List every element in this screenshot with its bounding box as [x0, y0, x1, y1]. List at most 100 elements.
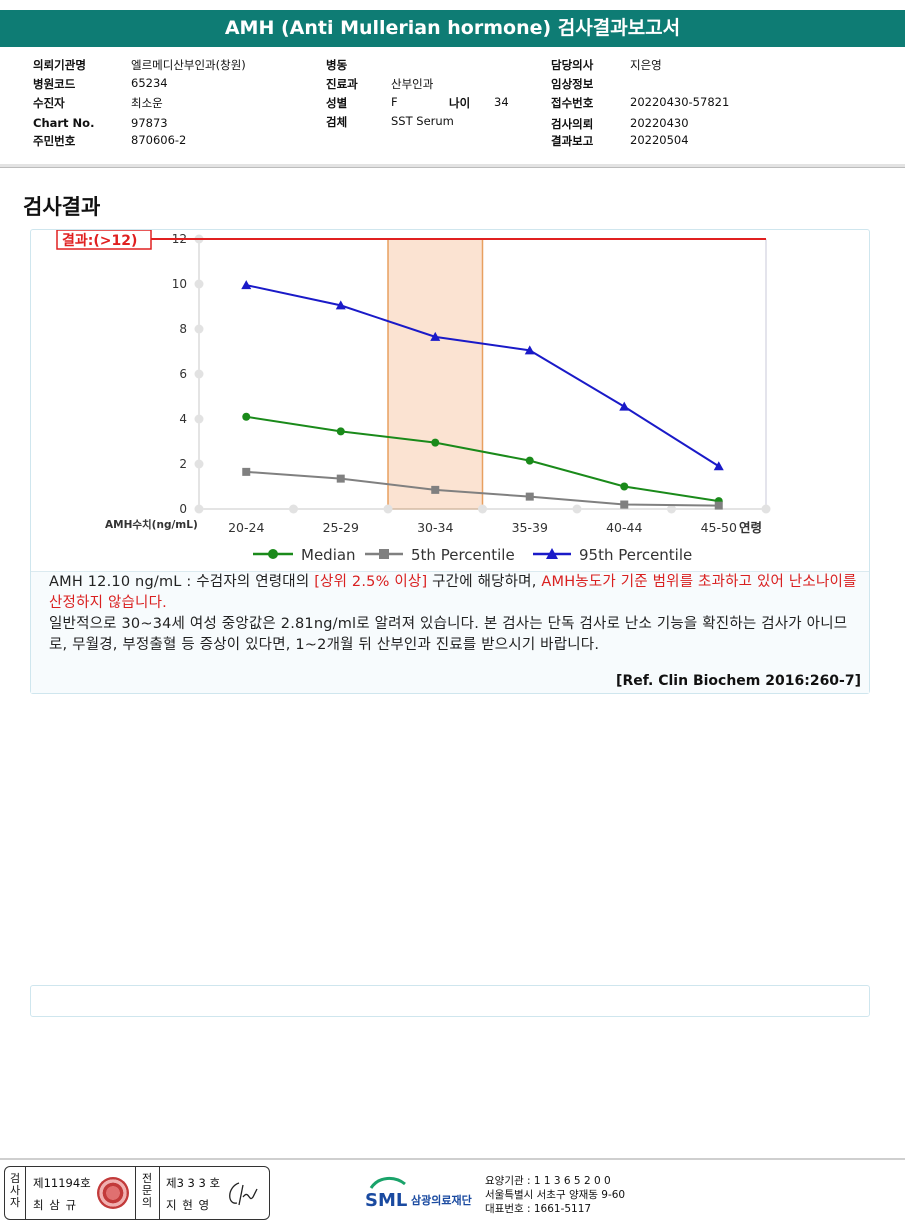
data-point [620, 500, 629, 509]
y-tick-label: 6 [179, 367, 187, 381]
x-tick-label: 35-39 [512, 520, 548, 535]
series-line-1 [246, 470, 719, 507]
inspector-license: 제11194호 [33, 1176, 91, 1190]
data-point [525, 492, 534, 501]
value-institution: 엘르메디산부인과(창원) [131, 58, 246, 72]
highlight-band [387, 238, 484, 510]
data-point [241, 280, 252, 290]
x-tick-dot [383, 504, 393, 514]
desc-part-c: 구간에 해당하며, [427, 574, 542, 590]
x-tick-dot [572, 504, 582, 514]
footer: 검사자 제11194호 최 삼 규 전문의 제3 3 3 호 지 현 영 SML… [0, 1158, 905, 1230]
value-age: 34 [494, 95, 509, 109]
label-patient: 수진자 [33, 96, 65, 110]
approver-label: 전문의 [141, 1172, 153, 1209]
data-point [242, 412, 251, 421]
reference: [Ref. Clin Biochem 2016:260-7] [616, 673, 861, 689]
data-point [336, 427, 345, 436]
series-line-2 [246, 284, 720, 468]
value-sex: F [391, 95, 398, 109]
section-title: 검사결과 [23, 195, 101, 219]
result-label-box [56, 230, 152, 250]
series-line-0 [246, 415, 719, 503]
x-tick-label: 25-29 [323, 520, 359, 535]
desc-percentile: [상위 2.5% 이상] [314, 574, 428, 590]
legend-marker [379, 549, 389, 559]
y-tick-dot [194, 459, 204, 469]
result-card: 0 2 4 6 8 10 12 20-24 25-29 30-34 35-39 40-44 45-50 연… [30, 229, 870, 694]
label-institution: 의뢰기관명 [33, 58, 86, 72]
label-resident-no: 주민번호 [33, 134, 76, 148]
label-ward: 병동 [326, 58, 348, 72]
patient-info-header: 의뢰기관명 엘르메디산부인과(창원) 병원코드 65234 수진자 최소운 Ch… [0, 47, 905, 168]
institution-address: 요양기관 : 1 1 3 6 5 2 0 0 서울특별시 서초구 양재동 9-6… [485, 1174, 625, 1216]
value-report-date: 20220504 [630, 133, 689, 147]
y-tick-label: 2 [179, 457, 187, 471]
x-tick-label: 30-34 [417, 520, 453, 535]
x-tick-dot [478, 504, 487, 514]
legend-marker [268, 549, 278, 559]
seal-icon [97, 1177, 129, 1209]
legend-marker [546, 548, 558, 559]
data-point [431, 485, 440, 494]
x-tick-dot [761, 504, 771, 514]
label-age: 나이 [449, 96, 471, 110]
signature-icon [229, 1182, 258, 1206]
value-request-date: 20220430 [630, 116, 689, 130]
value-resident-no: 870606-2 [131, 133, 187, 147]
label-sex: 성별 [326, 96, 348, 110]
data-point [430, 331, 441, 341]
x-tick-label: 40-44 [606, 520, 642, 535]
data-point [524, 345, 535, 355]
legend-label: Median [301, 546, 356, 564]
approver-license: 제3 3 3 호 [166, 1176, 221, 1190]
sml-logo: SML 삼광의료재단 [365, 1174, 485, 1220]
data-point [335, 300, 346, 310]
x-tick-label: 20-24 [228, 520, 264, 535]
empty-comment-box [30, 985, 870, 1017]
desc-general-note: 일반적으로 30~34세 여성 중앙값은 2.81ng/ml로 알려져 있습니다… [49, 616, 848, 653]
data-point [525, 456, 534, 465]
y-tick-label: 10 [172, 277, 187, 291]
label-clinical-info: 임상정보 [551, 77, 594, 91]
data-point [336, 474, 345, 483]
legend-label: 5th Percentile [411, 546, 515, 564]
y-tick-dot [194, 279, 204, 289]
inspector-name: 최 삼 규 [33, 1198, 78, 1212]
value-department: 산부인과 [391, 77, 434, 91]
y-tick-dot [194, 504, 204, 514]
value-patient: 최소운 [131, 96, 163, 110]
result-label: 결과:(>12) [62, 232, 137, 249]
desc-part-a: AMH 12.10 ng/mL : 수검자의 연령대의 [49, 574, 315, 590]
x-tick-label: 45-50 [701, 520, 737, 535]
data-point [242, 467, 251, 476]
y-tick-label: 0 [179, 502, 187, 516]
label-hospital-code: 병원코드 [33, 77, 76, 91]
addr-street: 서울특별시 서초구 양재동 9-60 [485, 1189, 626, 1201]
label-chart-no: Chart No. [33, 116, 95, 130]
x-tick-dot [667, 504, 676, 514]
data-point [714, 501, 723, 510]
signature-stamp: 검사자 제11194호 최 삼 규 전문의 제3 3 3 호 지 현 영 [4, 1166, 270, 1220]
addr-code: 요양기관 : 1 1 3 6 5 2 0 0 [485, 1175, 611, 1187]
inspector-label: 검사자 [9, 1172, 21, 1209]
logo-mark: SML [365, 1190, 407, 1211]
value-chart-no: 97873 [131, 116, 168, 130]
desc-exceed-note: AMH농도가 기준 범위를 초과하고 있어 난소나이를 산정하지 않습니다. [49, 574, 857, 611]
x-axis-title: 연령 [739, 520, 762, 535]
report-title: AMH (Anti Mullerian hormone) 검사결과보고서 [0, 10, 905, 47]
y-tick-dot [194, 414, 204, 424]
y-axis-title: AMH수치(ng/mL) [105, 518, 198, 531]
data-point [713, 461, 724, 471]
label-department: 진료과 [326, 77, 358, 91]
label-receipt-no: 접수번호 [551, 96, 594, 110]
data-point [431, 438, 440, 447]
y-tick-dot [194, 324, 204, 334]
legend-label: 95th Percentile [579, 546, 692, 564]
approver-name: 지 현 영 [166, 1198, 211, 1212]
label-specimen: 검체 [326, 115, 348, 129]
label-report-date: 결과보고 [551, 134, 594, 148]
logo-name: 삼광의료재단 [411, 1193, 472, 1207]
label-doctor: 담당의사 [551, 58, 594, 72]
header-divider [0, 164, 905, 167]
